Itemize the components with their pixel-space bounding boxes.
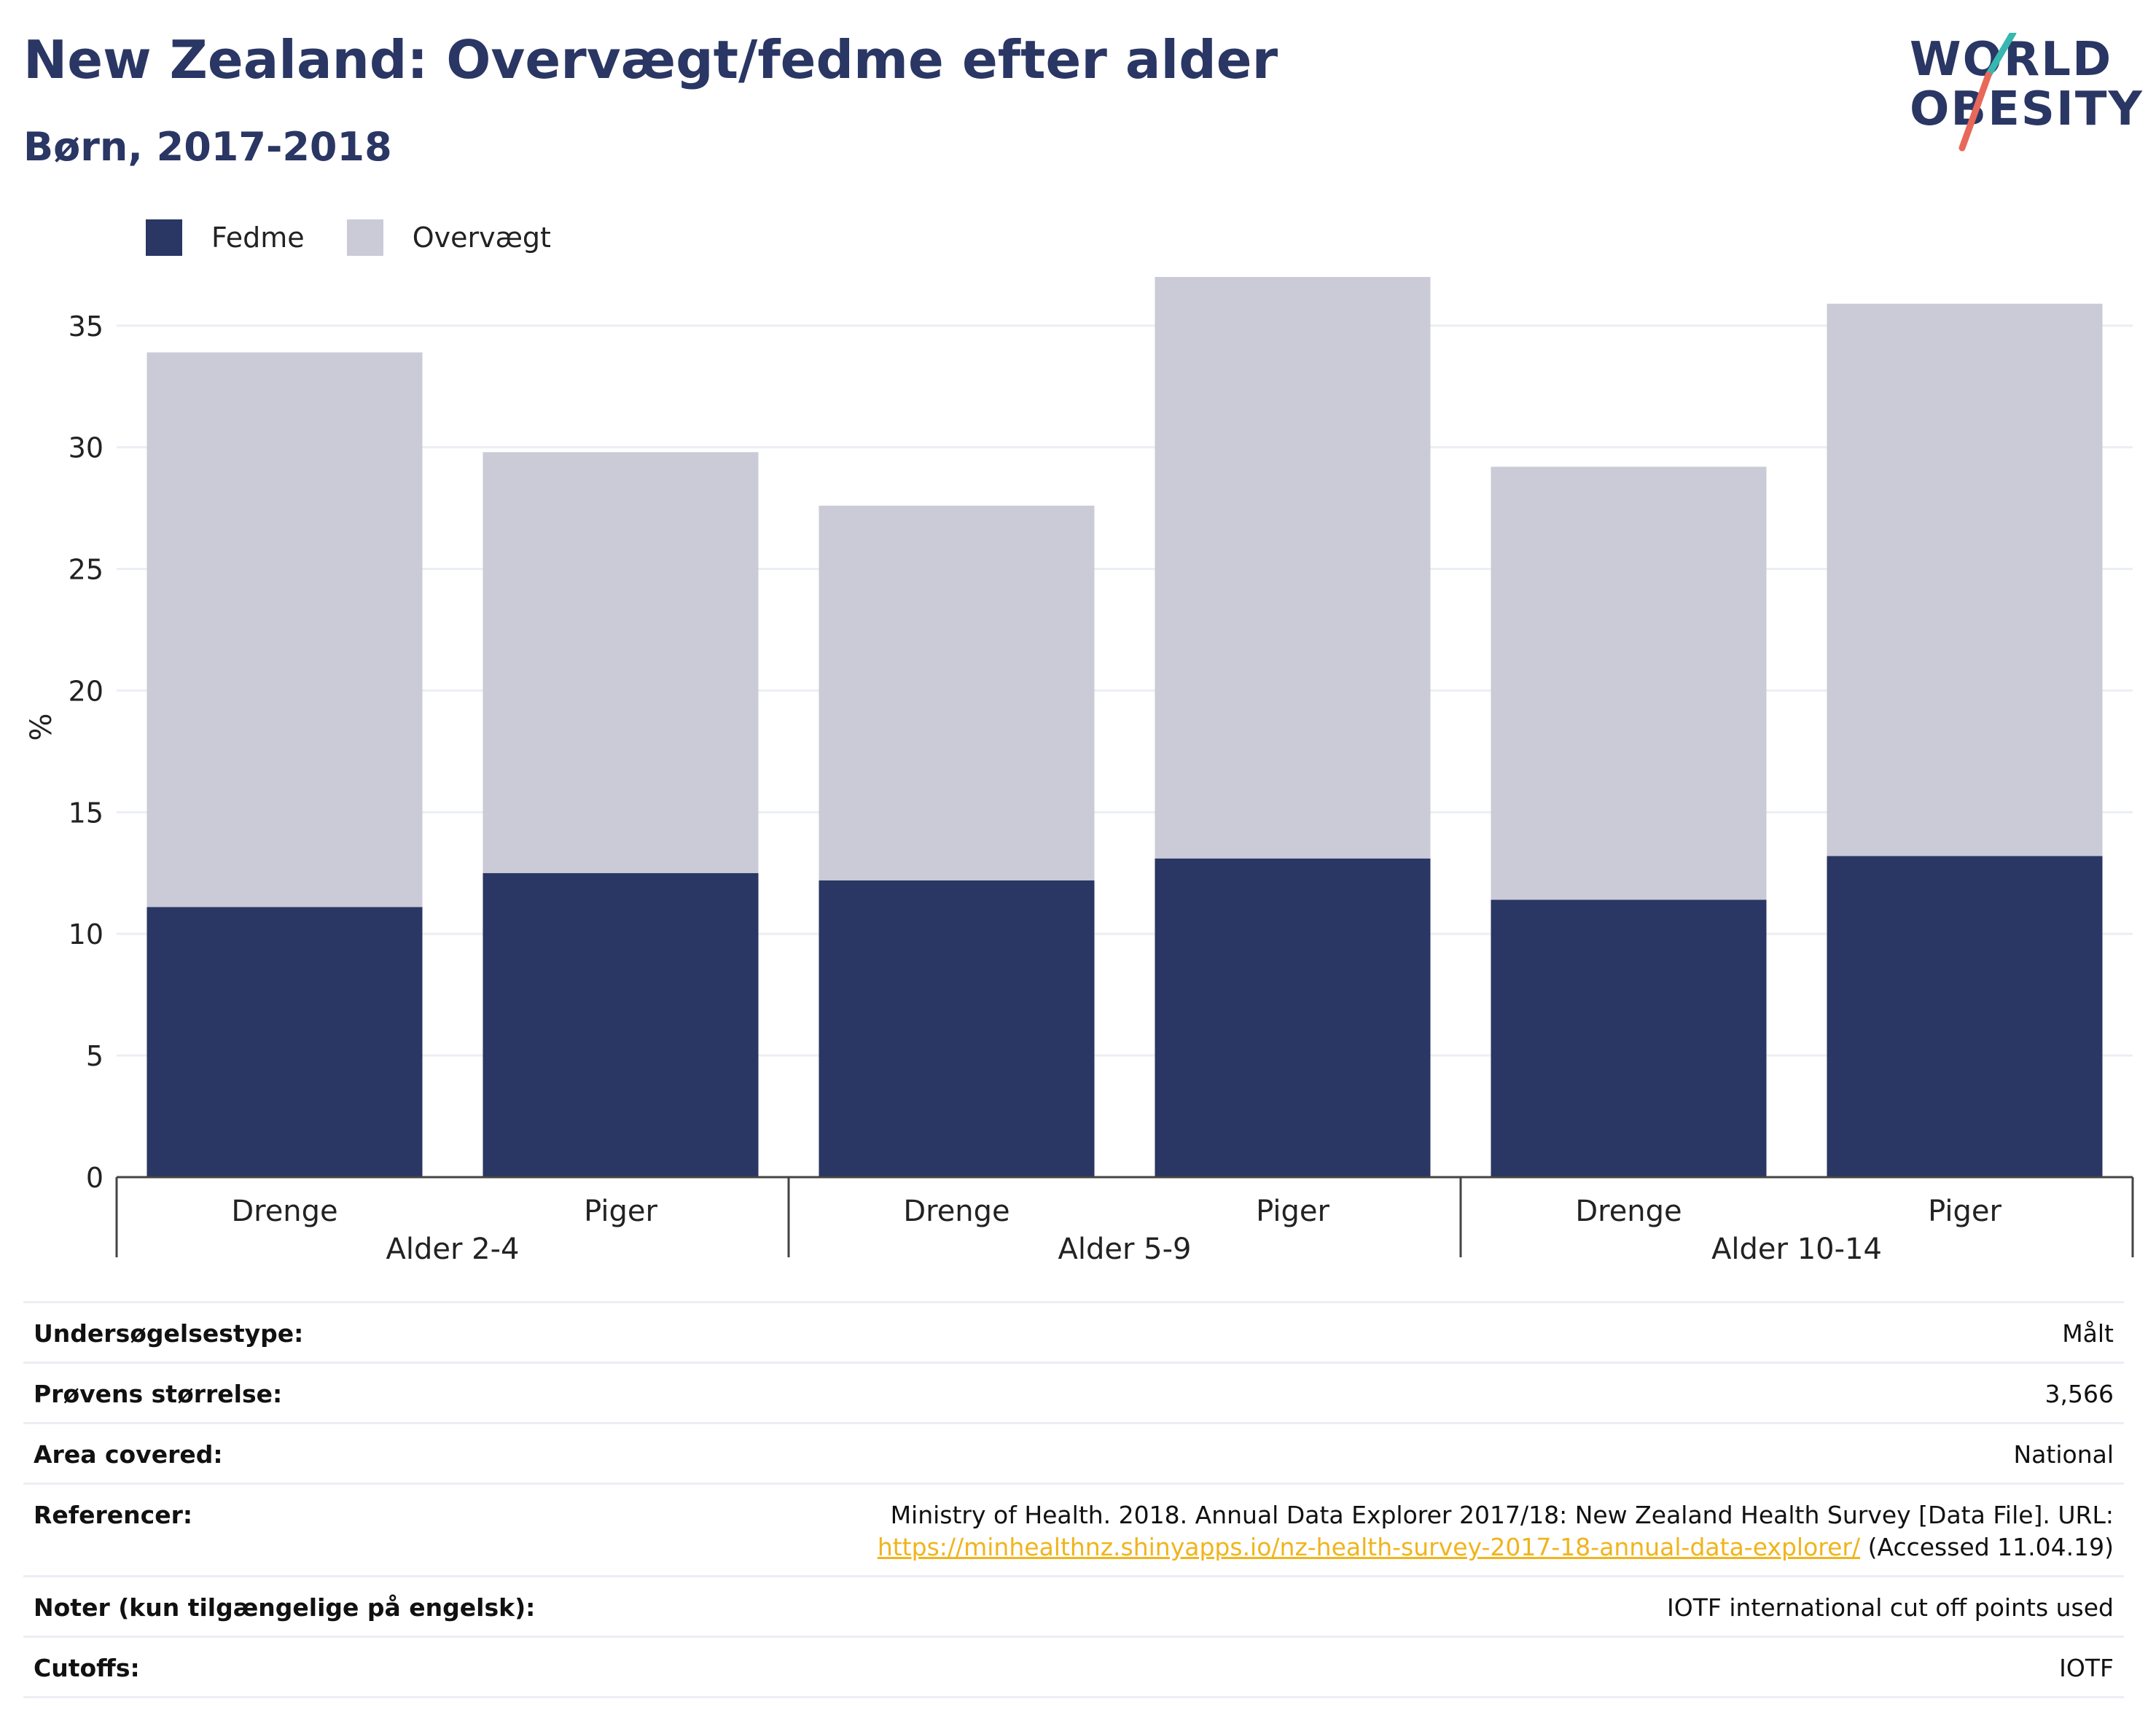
- bar-overv-gt: [819, 505, 1095, 880]
- legend-label-overvaegt: Overvægt: [412, 222, 551, 254]
- info-value-references: Ministry of Health. 2018. Annual Data Ex…: [878, 1499, 2114, 1563]
- info-key: Area covered:: [34, 1440, 223, 1469]
- info-table: Undersøgelsestype: Målt Prøvens størrels…: [23, 1301, 2124, 1698]
- bar-fedme: [819, 880, 1095, 1177]
- info-row-survey-type: Undersøgelsestype: Målt: [23, 1301, 2124, 1362]
- bar-fedme: [1155, 858, 1431, 1177]
- legend-item-overvaegt[interactable]: Overvægt: [346, 219, 551, 256]
- bar-fedme: [1827, 856, 2103, 1177]
- world-obesity-logo: WORLD OBESITY: [1902, 33, 2143, 160]
- info-row-area-covered: Area covered: National: [23, 1422, 2124, 1483]
- info-key: Cutoffs:: [34, 1654, 140, 1682]
- info-key: Noter (kun tilgængelige på engelsk):: [34, 1593, 536, 1622]
- bar-fedme: [147, 907, 423, 1177]
- x-tick-label: Drenge: [1575, 1195, 1682, 1228]
- chart-title: New Zealand: Overvægt/fedme efter alder: [23, 29, 1278, 90]
- stacked-bar-chart: 0 5 10 15 20 25 30 35% Drenge Piger Drenge Piger Dre…: [25, 277, 2134, 1266]
- bar-overv-gt: [483, 452, 759, 873]
- y-tick-label: 0: [86, 1162, 103, 1194]
- reference-link[interactable]: https://minhealthnz.shinyapps.io/nz-heal…: [877, 1533, 1861, 1561]
- info-key: Undersøgelsestype:: [34, 1319, 304, 1348]
- legend-swatch-overvaegt: [346, 219, 383, 256]
- y-tick-label: 5: [86, 1040, 103, 1072]
- group-label: Alder 5-9: [1058, 1233, 1192, 1266]
- x-tick-label: Piger: [1928, 1195, 2001, 1228]
- y-tick-label: 15: [69, 797, 103, 829]
- y-tick-label: 20: [69, 675, 103, 707]
- info-value: National: [2013, 1440, 2114, 1469]
- info-key: Referencer:: [34, 1501, 193, 1529]
- info-value: IOTF international cut off points used: [1667, 1593, 2114, 1622]
- legend-swatch-fedme: [146, 219, 182, 256]
- info-value: IOTF: [2059, 1654, 2114, 1682]
- y-tick-label: 10: [69, 918, 103, 950]
- bar-overv-gt: [147, 352, 423, 907]
- bar-overv-gt: [1155, 277, 1431, 859]
- info-row-sample-size: Prøvens størrelse: 3,566: [23, 1362, 2124, 1422]
- info-row-notes: Noter (kun tilgængelige på engelsk): IOT…: [23, 1575, 2124, 1636]
- logo-slash-icon: [1958, 33, 2017, 152]
- y-tick-label: 30: [69, 432, 103, 464]
- bar-fedme: [483, 872, 759, 1177]
- x-tick-label: Drenge: [903, 1195, 1009, 1228]
- chart-subtitle: Børn, 2017-2018: [23, 124, 392, 170]
- group-label: Alder 10-14: [1711, 1233, 1882, 1266]
- x-tick-label: Drenge: [231, 1195, 337, 1228]
- logo-line-2: OBESITY: [1910, 82, 2144, 136]
- info-value: Målt: [2062, 1319, 2114, 1348]
- y-axis-label: %: [25, 713, 58, 741]
- bar-overv-gt: [1827, 303, 2103, 856]
- reference-accessed: (Accessed 11.04.19): [1860, 1533, 2114, 1561]
- legend-item-fedme[interactable]: Fedme: [146, 219, 305, 256]
- info-value: 3,566: [2044, 1380, 2114, 1408]
- x-tick-label: Piger: [584, 1195, 657, 1228]
- info-row-cutoffs: Cutoffs: IOTF: [23, 1636, 2124, 1698]
- y-tick-label: 25: [69, 554, 103, 586]
- info-row-references: Referencer: Ministry of Health. 2018. An…: [23, 1483, 2124, 1575]
- y-tick-label: 35: [69, 311, 103, 343]
- reference-text: Ministry of Health. 2018. Annual Data Ex…: [890, 1501, 2114, 1529]
- chart-legend: Fedme Overvægt: [146, 216, 593, 259]
- x-tick-label: Piger: [1256, 1195, 1329, 1228]
- bar-overv-gt: [1491, 466, 1767, 900]
- group-label: Alder 2-4: [386, 1233, 520, 1266]
- info-key: Prøvens størrelse:: [34, 1380, 283, 1408]
- bar-fedme: [1491, 899, 1767, 1177]
- legend-label-fedme: Fedme: [211, 222, 305, 254]
